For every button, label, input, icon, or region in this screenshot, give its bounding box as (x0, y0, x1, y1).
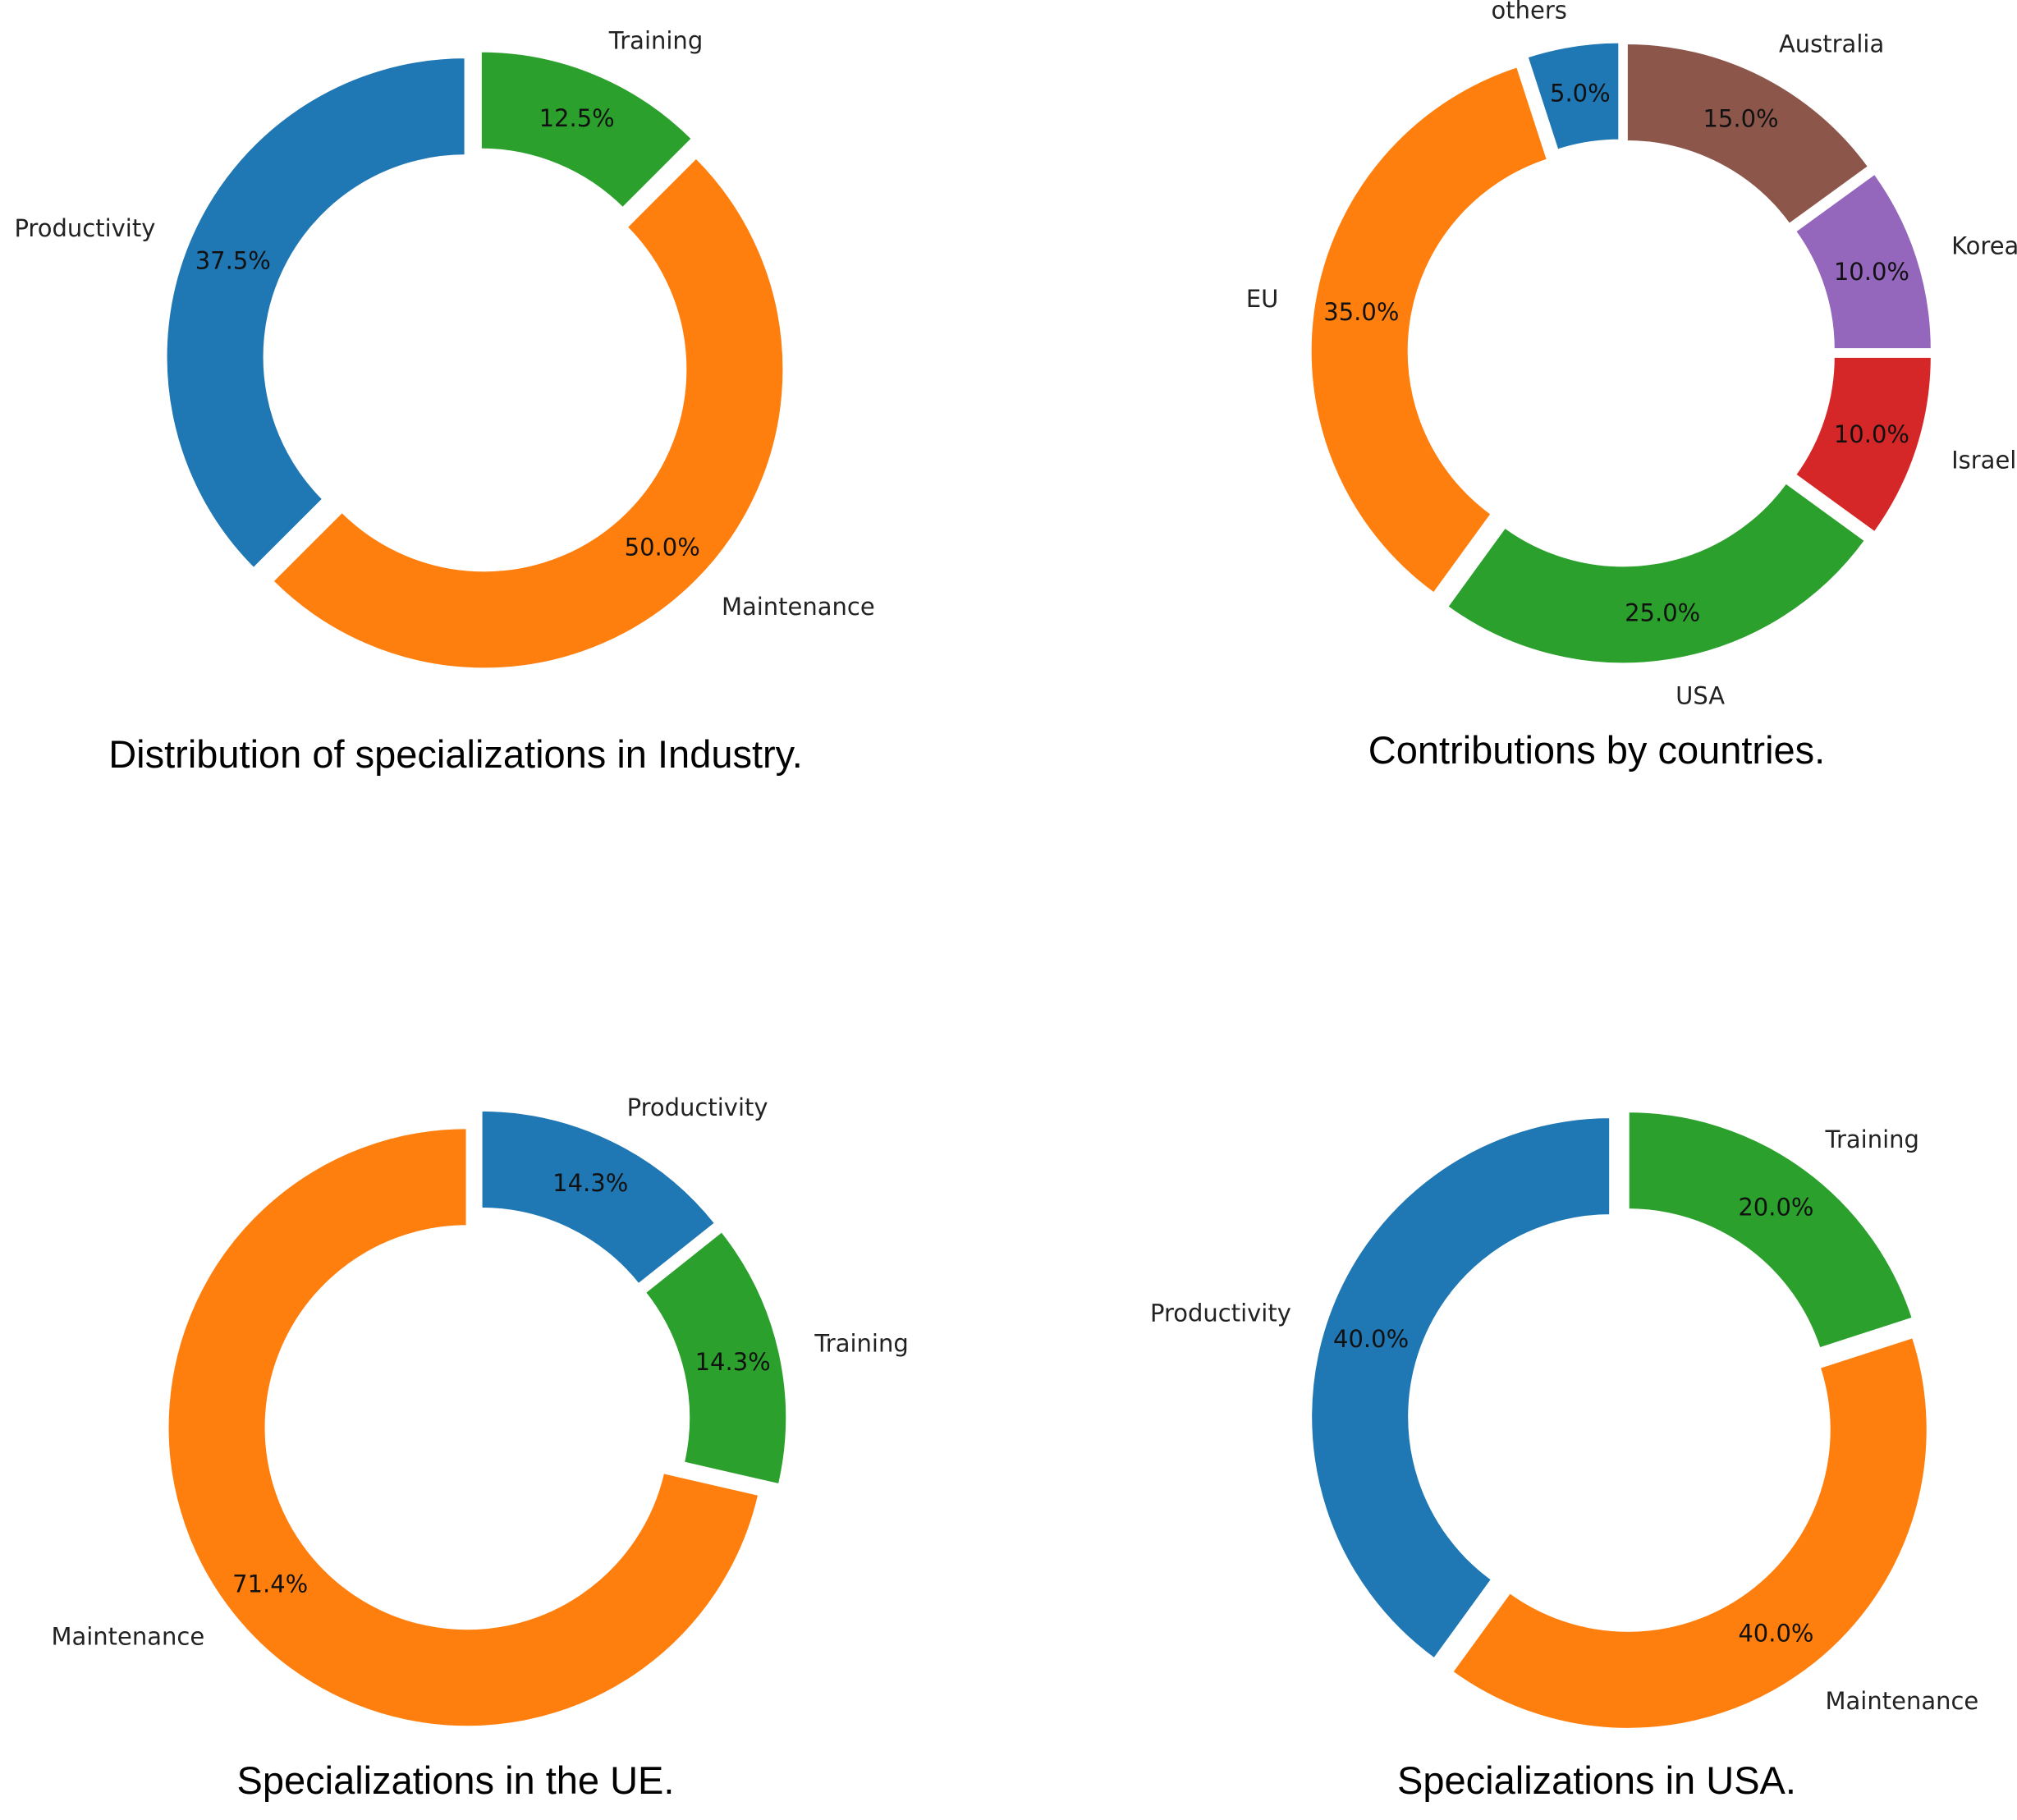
slice-eu (1309, 64, 1550, 596)
category-label-korea: Korea (1951, 232, 2017, 259)
slice-maintenance (270, 155, 785, 670)
category-label-maintenance: Maintenance (722, 593, 875, 621)
pct-label-training: 14.3% (695, 1348, 771, 1376)
slice-productivity (479, 1108, 717, 1286)
category-label-eu: EU (1246, 285, 1279, 313)
pct-label-productivity: 14.3% (552, 1169, 628, 1197)
donut-chart-4: 20.0% Training 40.0% Maintenance 40.0% Produc… (1150, 1110, 1979, 1802)
category-label-productivity: Productivity (627, 1093, 768, 1121)
slice-others (1525, 40, 1621, 153)
category-label-australia: Australia (1779, 30, 1884, 57)
slice-australia (1625, 42, 1871, 227)
category-label-training: Training (608, 26, 703, 54)
slice-usa (1445, 480, 1868, 666)
slice-training (479, 49, 694, 210)
slice-maintenance (1450, 1335, 1929, 1731)
slice-maintenance (166, 1126, 761, 1729)
pct-label-productivity: 40.0% (1333, 1325, 1409, 1353)
pct-label-maintenance: 50.0% (625, 534, 700, 562)
pct-label-israel: 10.0% (1834, 420, 1909, 448)
slice-training (1626, 1110, 1915, 1350)
category-label-maintenance: Maintenance (51, 1622, 204, 1650)
donut-chart-1: 12.5% Training 50.0% Maintenance 37.5% Produc… (14, 26, 874, 776)
category-label-maintenance: Maintenance (1826, 1687, 1979, 1715)
category-label-productivity: Productivity (14, 214, 155, 242)
pct-label-korea: 10.0% (1834, 258, 1909, 286)
pct-label-australia: 15.0% (1703, 104, 1778, 132)
pct-label-eu: 35.0% (1323, 298, 1399, 326)
slice-productivity (1309, 1116, 1612, 1662)
slice-korea (1793, 172, 1933, 351)
pct-label-others: 5.0% (1550, 79, 1611, 107)
donut-chart-3: 14.3% Productivity 14.3% Training 71.4% Maint… (51, 1093, 908, 1802)
slice-productivity (164, 56, 467, 571)
category-label-others: others (1491, 0, 1566, 24)
slice-israel (1793, 355, 1933, 534)
chart-title: Specializations in USA. (1397, 1758, 1796, 1802)
category-label-usa: USA (1675, 682, 1725, 710)
chart-title: Distribution of specializations in Indus… (108, 732, 803, 776)
pct-label-productivity: 37.5% (195, 246, 271, 274)
category-label-israel: Israel (1951, 447, 2016, 474)
pct-label-maintenance: 40.0% (1738, 1619, 1813, 1647)
pct-label-training: 20.0% (1738, 1194, 1813, 1222)
chart-title: Specializations in the UE. (237, 1758, 675, 1802)
category-label-productivity: Productivity (1150, 1299, 1291, 1327)
slice-training (643, 1229, 789, 1487)
pct-label-usa: 25.0% (1625, 599, 1700, 627)
pct-label-maintenance: 71.4% (232, 1570, 308, 1598)
category-label-training: Training (814, 1329, 908, 1357)
pct-label-training: 12.5% (539, 104, 615, 132)
chart-title: Contributions by countries. (1368, 728, 1825, 772)
category-label-training: Training (1825, 1125, 1919, 1153)
donut-chart-2: 15.0% Australia 10.0% Korea 10.0% Israel 25.0%… (1246, 0, 2017, 772)
